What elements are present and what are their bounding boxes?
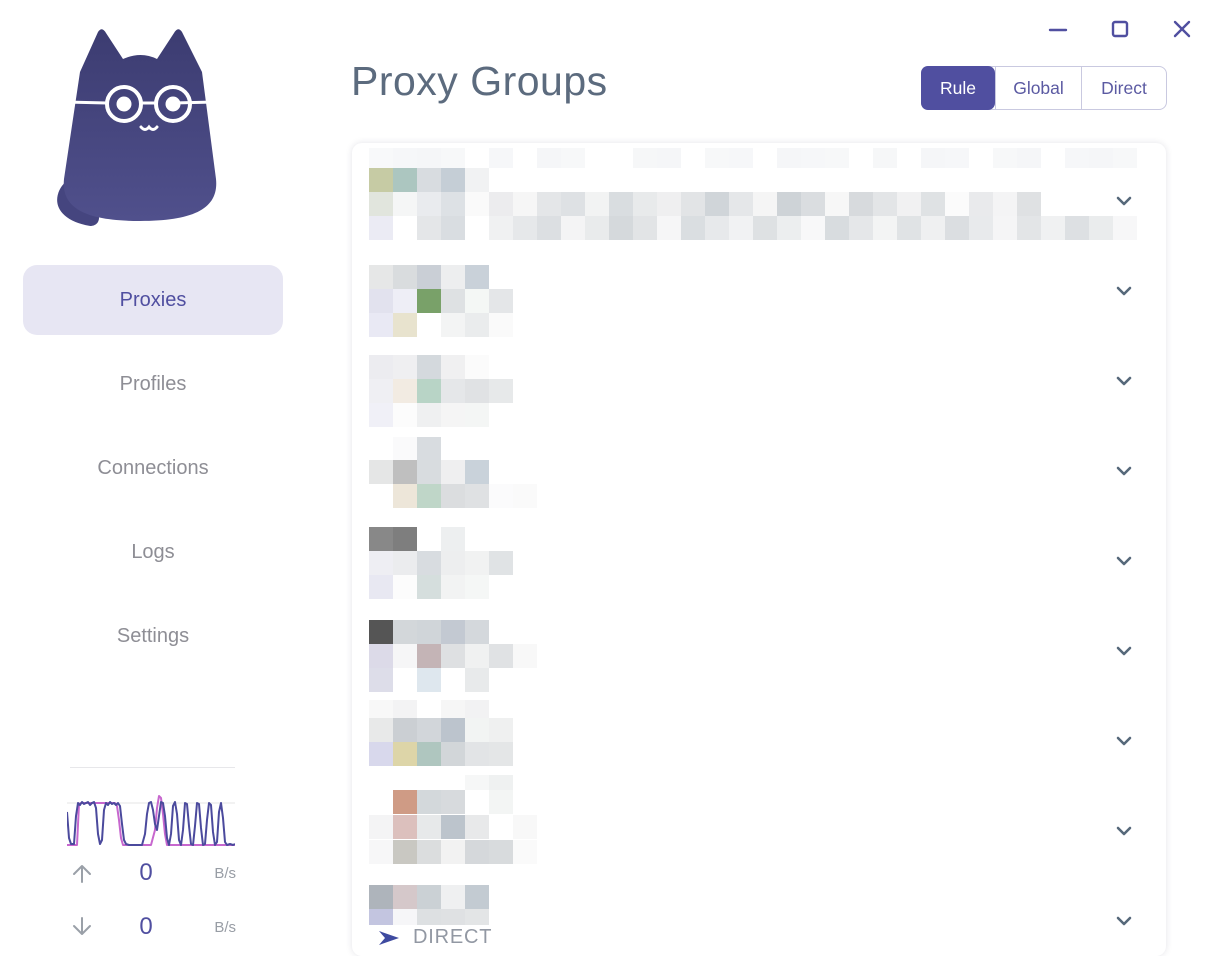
download-arrow-icon [73, 917, 91, 935]
censored-text-mosaic [369, 460, 489, 484]
expand-group-button[interactable] [1112, 549, 1136, 573]
cat-glasses-left [105, 85, 143, 123]
proxy-group-row[interactable] [352, 246, 1166, 336]
close-icon [1173, 20, 1191, 38]
chevron-down-icon [1116, 916, 1132, 926]
censored-text-mosaic [369, 885, 489, 909]
censored-text-mosaic [369, 718, 513, 742]
chevron-down-icon [1116, 736, 1132, 746]
censored-text-mosaic [369, 527, 465, 551]
proxy-group-row[interactable] [352, 516, 1166, 606]
censored-text-mosaic [369, 216, 1137, 240]
clash-cat-logo [57, 29, 217, 226]
sidebar-item-label: Proxies [119, 288, 187, 311]
censored-text-mosaic [369, 355, 489, 379]
censored-text-mosaic [369, 551, 513, 575]
direct-arrow-icon [379, 930, 399, 945]
mode-direct-button[interactable]: Direct [1081, 67, 1166, 109]
censored-text-mosaic [369, 668, 489, 692]
maximize-button[interactable] [1107, 16, 1133, 42]
mode-rule-button[interactable]: Rule [921, 66, 995, 110]
censored-text-mosaic [369, 815, 537, 839]
direct-proxy-label: DIRECT [413, 926, 493, 948]
expand-group-button[interactable] [1112, 189, 1136, 213]
censored-text-mosaic [369, 192, 1041, 216]
cat-mouth [139, 124, 159, 131]
minimize-button[interactable] [1045, 16, 1071, 42]
censored-text-mosaic [369, 700, 489, 718]
sidebar-item-label: Logs [131, 540, 175, 563]
download-speed-value: 0 [139, 913, 153, 940]
censored-text-mosaic [369, 484, 537, 508]
sidebar-item-proxies[interactable]: Proxies [23, 265, 283, 335]
sidebar-item-logs[interactable]: Logs [23, 517, 283, 587]
chevron-down-icon [1116, 286, 1132, 296]
chevron-down-icon [1116, 466, 1132, 476]
censored-text-mosaic [369, 148, 1137, 168]
censored-text-mosaic [369, 265, 489, 289]
expand-group-button[interactable] [1112, 279, 1136, 303]
proxy-groups-card: DIRECT [352, 143, 1166, 956]
page-title: Proxy Groups [351, 58, 608, 104]
mode-global-button[interactable]: Global [995, 67, 1081, 109]
proxy-group-row[interactable] [352, 156, 1166, 246]
censored-text-mosaic [369, 840, 537, 864]
censored-text-mosaic [369, 620, 489, 644]
direct-proxy-row[interactable]: DIRECT [378, 926, 492, 949]
sidebar-divider [70, 767, 235, 768]
proxy-group-row[interactable] [352, 876, 1166, 956]
proxy-mode-toggle: Rule Global Direct [921, 66, 1167, 110]
expand-group-button[interactable] [1112, 369, 1136, 393]
censored-text-mosaic [393, 437, 441, 461]
upload-speed-unit: B/s [214, 864, 236, 882]
chevron-down-icon [1116, 826, 1132, 836]
proxy-group-row[interactable] [352, 696, 1166, 786]
maximize-icon [1111, 20, 1129, 38]
sidebar-item-connections[interactable]: Connections [23, 433, 283, 503]
censored-text-mosaic [369, 313, 513, 337]
upload-stat-row: 0 B/s [70, 859, 236, 887]
expand-group-button[interactable] [1112, 459, 1136, 483]
window-controls [1045, 16, 1195, 42]
censored-text-mosaic [369, 575, 489, 599]
sidebar-item-label: Profiles [119, 372, 187, 395]
minimize-icon [1048, 28, 1068, 32]
proxy-group-row[interactable] [352, 606, 1166, 696]
expand-group-button[interactable] [1112, 639, 1136, 663]
proxy-group-row[interactable] [352, 336, 1166, 426]
censored-text-mosaic [369, 644, 537, 668]
proxy-group-row[interactable] [352, 786, 1166, 876]
upload-speed-value: 0 [139, 859, 153, 886]
proxy-group-row[interactable] [352, 426, 1166, 516]
expand-group-button[interactable] [1112, 729, 1136, 753]
cat-body [63, 29, 217, 221]
sidebar: Proxies Profiles Connections Logs Settin… [0, 0, 305, 956]
chevron-down-icon [1116, 196, 1132, 206]
cat-glasses-right [154, 85, 192, 123]
traffic-upload-line [67, 801, 235, 846]
censored-text-mosaic [369, 742, 513, 766]
censored-text-mosaic [369, 379, 513, 403]
chevron-down-icon [1116, 556, 1132, 566]
sidebar-item-label: Connections [97, 456, 209, 479]
expand-group-button[interactable] [1112, 819, 1136, 843]
traffic-sparkline [67, 795, 235, 846]
expand-group-button[interactable] [1112, 909, 1136, 933]
close-button[interactable] [1169, 16, 1195, 42]
censored-text-mosaic [369, 289, 513, 313]
sidebar-item-settings[interactable]: Settings [23, 601, 283, 671]
download-speed-unit: B/s [214, 918, 236, 936]
censored-text-mosaic [369, 403, 489, 427]
chevron-down-icon [1116, 376, 1132, 386]
censored-text-mosaic [369, 790, 513, 814]
censored-text-mosaic [369, 168, 489, 192]
chevron-down-icon [1116, 646, 1132, 656]
sidebar-item-label: Settings [116, 624, 190, 647]
download-stat-row: 0 B/s [70, 913, 236, 941]
censored-text-mosaic [465, 775, 513, 790]
censored-text-mosaic [369, 909, 489, 925]
sidebar-item-profiles[interactable]: Profiles [23, 349, 283, 419]
upload-arrow-icon [73, 865, 91, 883]
